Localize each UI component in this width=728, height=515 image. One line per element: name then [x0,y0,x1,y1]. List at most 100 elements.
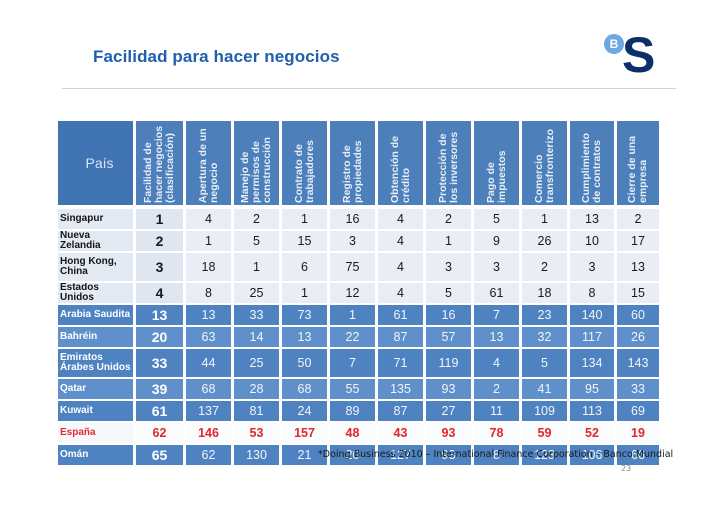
overall-rank-cell: 33 [136,349,186,379]
country-cell: Arabia Saudita [58,305,136,327]
slide-title: Facilidad para hacer negocios [93,47,340,66]
rank-cell: 28 [234,379,282,401]
rank-cell: 117 [570,327,617,349]
rank-cell: 93 [426,379,474,401]
logo-mark: S [622,27,656,83]
ranking-table-container: País Facilidad de hacer negocios (clasif… [58,121,662,467]
table-row: Singapur 1 4 2 1 16 4 2 5 1 13 2 [58,209,662,231]
rank-cell: 3 [330,231,378,253]
rank-cell: 89 [330,401,378,423]
rank-cell: 127 [378,445,426,467]
rank-cell: 71 [378,349,426,379]
bank-logo: B S [600,30,660,82]
rank-cell: 48 [330,423,378,445]
rank-cell: 1 [186,231,234,253]
column-header: Manejo de permisos de construcción [234,121,282,205]
column-header: Pago de impuestos [474,121,522,205]
column-header: Cumplimiento de contratos [570,121,617,205]
rank-cell: 95 [570,379,617,401]
rank-cell: 13 [570,209,617,231]
rank-cell: 1 [234,253,282,283]
rank-cell: 18 [186,253,234,283]
rank-cell: 8 [186,283,234,305]
rank-cell: 7 [474,305,522,327]
rank-cell: 87 [378,327,426,349]
page-number: 23 [621,464,632,473]
rank-cell: 78 [474,423,522,445]
rank-cell: 93 [426,445,474,467]
rank-cell: 33 [234,305,282,327]
rank-cell: 93 [426,423,474,445]
rank-cell: 3 [474,253,522,283]
overall-rank-cell: 62 [136,423,186,445]
overall-rank-cell: 2 [136,231,186,253]
table-row: Qatar 39 68 28 68 55 135 93 2 41 95 33 [58,379,662,401]
rank-cell: 1 [330,305,378,327]
rank-cell: 13 [282,327,330,349]
column-header-label: Apertura de un negocio [196,128,220,203]
rank-cell: 119 [426,349,474,379]
column-header-label: Manejo de permisos de construcción [239,137,273,203]
rank-cell: 62 [186,445,234,467]
rank-cell: 4 [474,349,522,379]
column-header: Facilidad de hacer negocios (clasificaci… [136,121,186,205]
column-header: Cierre de una empresa [617,121,662,205]
rank-cell: 8 [474,445,522,467]
rank-cell: 5 [522,349,570,379]
rank-cell: 61 [378,305,426,327]
rank-cell: 1 [282,283,330,305]
rank-cell: 18 [522,283,570,305]
rank-cell: 25 [234,283,282,305]
column-header-label: Cierre de una empresa [626,135,649,203]
ranking-table: País Facilidad de hacer negocios (clasif… [58,121,662,467]
rank-cell: 4 [378,209,426,231]
column-header: Apertura de un negocio [186,121,234,205]
rank-cell: 75 [330,253,378,283]
table-row: Emiratos Árabes Unidos 33 44 25 50 7 71 119 4 5 13… [58,349,662,379]
rank-cell: 81 [234,401,282,423]
overall-rank-cell: 3 [136,253,186,283]
rank-cell: 2 [522,253,570,283]
rank-cell: 61 [474,283,522,305]
column-header-label: Facilidad de hacer negocios (clasificaci… [142,125,176,203]
table-row: España 62 146 53 157 48 43 93 78 59 52 19 [58,423,662,445]
rank-cell: 5 [426,283,474,305]
country-cell: Omán [58,445,136,467]
rank-cell: 5 [234,231,282,253]
column-header: Comercio transfronterizo [522,121,570,205]
rank-cell: 130 [234,445,282,467]
column-header: Protección de los inversores [426,121,474,205]
rank-cell: 140 [570,305,617,327]
rank-cell: 23 [522,305,570,327]
column-header-label: Cumplimiento de contratos [580,133,603,203]
rank-cell: 63 [186,327,234,349]
overall-rank-cell: 13 [136,305,186,327]
rank-cell: 3 [426,253,474,283]
overall-rank-cell: 65 [136,445,186,467]
country-cell: Nueva Zelandia [58,231,136,253]
rank-cell: 9 [474,231,522,253]
rank-cell: 13 [474,327,522,349]
rank-cell: 106 [570,445,617,467]
logo-badge: B [604,34,624,54]
header-gap [58,205,662,209]
column-header: Registro de propiedades [330,121,378,205]
rank-cell: 1 [522,209,570,231]
country-cell: Estados Unidos [58,283,136,305]
rank-cell: 2 [426,209,474,231]
country-cell: Kuwait [58,401,136,423]
column-header-label: Comercio transfronterizo [532,128,556,203]
rank-cell: 87 [378,401,426,423]
rank-cell: 8 [570,283,617,305]
table-row: Omán 65 62 130 21 20 127 93 8 123 106 66 [58,445,662,467]
rank-cell: 1 [426,231,474,253]
rank-cell: 25 [234,349,282,379]
rank-cell: 44 [186,349,234,379]
rank-cell: 5 [474,209,522,231]
rank-cell: 12 [330,283,378,305]
rank-cell: 41 [522,379,570,401]
table-row: Kuwait 61 137 81 24 89 87 27 11 109 113 69 [58,401,662,423]
source-footnote: *Doing Business 2010 – International Fin… [318,449,674,460]
table-row: Arabia Saudita 13 13 33 73 1 61 16 7 23 140 60 [58,305,662,327]
rank-cell: 137 [186,401,234,423]
